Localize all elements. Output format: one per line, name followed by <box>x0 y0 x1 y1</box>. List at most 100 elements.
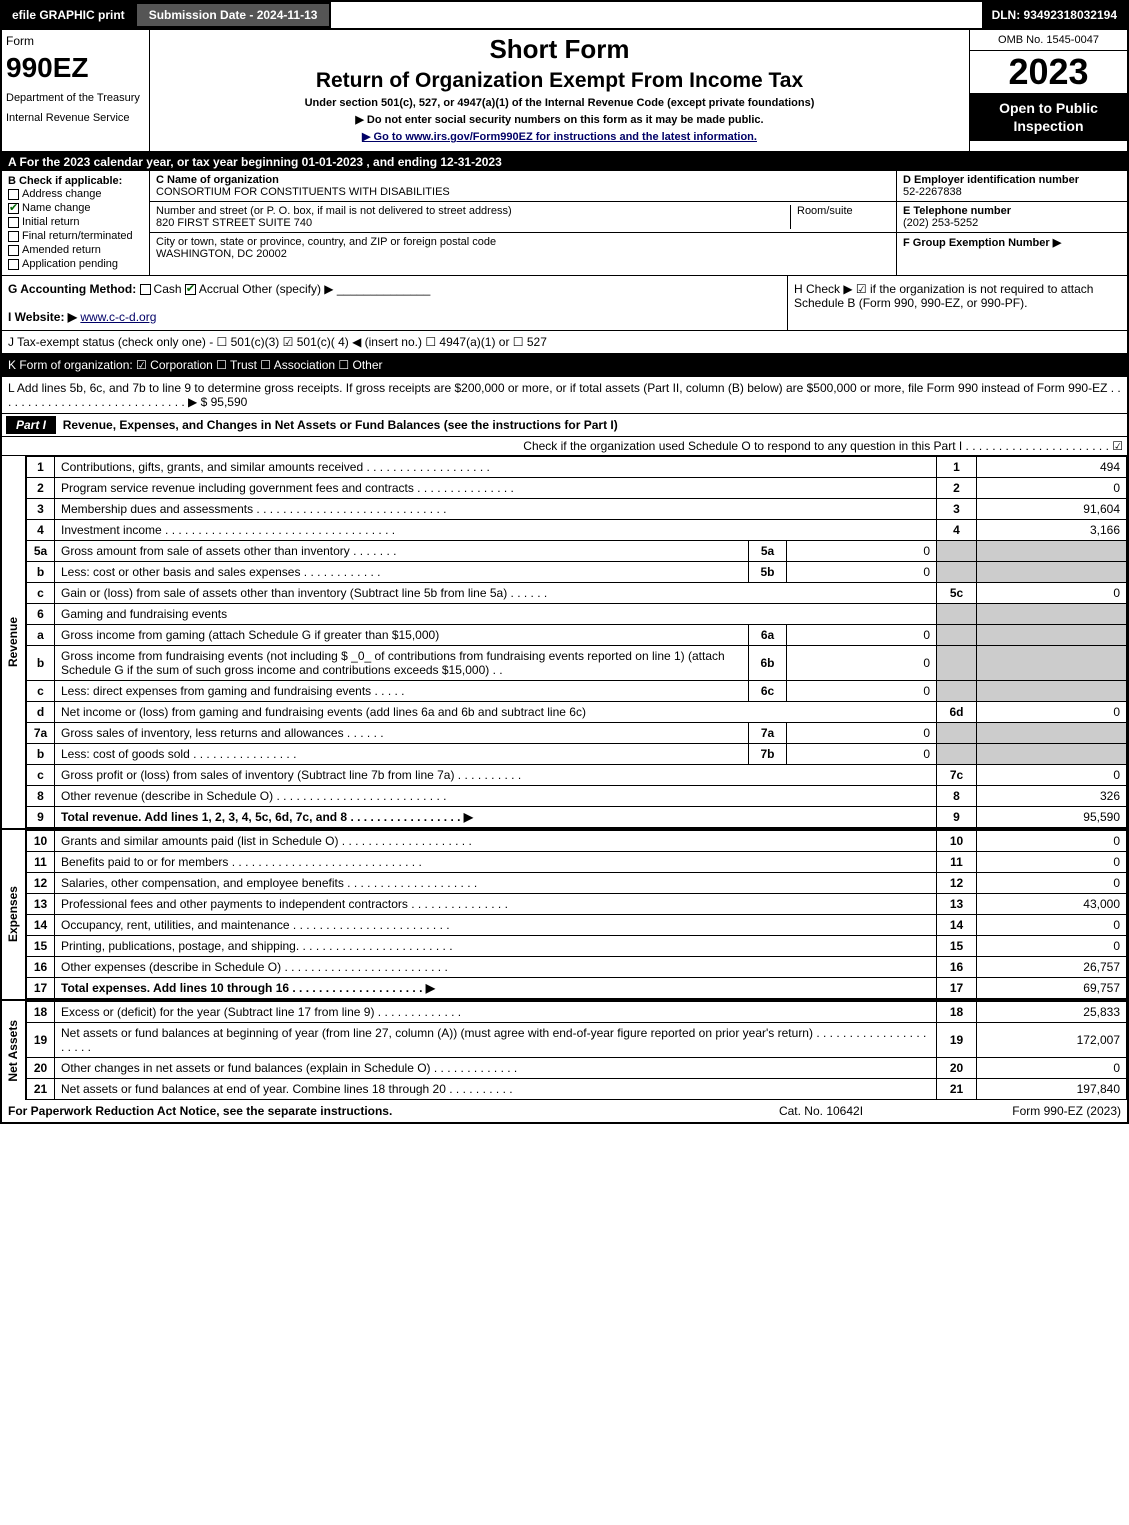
line-6d: dNet income or (loss) from gaming and fu… <box>27 702 1127 723</box>
line-7b: bLess: cost of goods sold . . . . . . . … <box>27 744 1127 765</box>
line-13: 13Professional fees and other payments t… <box>27 894 1127 915</box>
dln-label: DLN: 93492318032194 <box>982 2 1127 28</box>
efile-label[interactable]: efile GRAPHIC print <box>2 2 135 28</box>
department: Department of the Treasury <box>6 92 145 104</box>
section-k: K Form of organization: ☑ Corporation ☐ … <box>2 354 1127 377</box>
line-17: 17Total expenses. Add lines 10 through 1… <box>27 978 1127 999</box>
header-left: Form 990EZ Department of the Treasury In… <box>2 30 150 151</box>
line-6a: aGross income from gaming (attach Schedu… <box>27 625 1127 646</box>
part1-title: Revenue, Expenses, and Changes in Net As… <box>63 418 618 432</box>
net-assets-table: 18Excess or (deficit) for the year (Subt… <box>26 1001 1127 1100</box>
line-14: 14Occupancy, rent, utilities, and mainte… <box>27 915 1127 936</box>
org-city: WASHINGTON, DC 20002 <box>156 248 287 260</box>
org-name: CONSORTIUM FOR CONSTITUENTS WITH DISABIL… <box>156 186 450 198</box>
ein-value: 52-2267838 <box>903 186 962 198</box>
check-initial-return[interactable]: Initial return <box>8 215 143 229</box>
check-final-return[interactable]: Final return/terminated <box>8 229 143 243</box>
line-6c: cLess: direct expenses from gaming and f… <box>27 681 1127 702</box>
no-ssn-notice: ▶ Do not enter social security numbers o… <box>158 113 961 126</box>
irs-label: Internal Revenue Service <box>6 112 145 124</box>
section-a: A For the 2023 calendar year, or tax yea… <box>2 153 1127 171</box>
header-mid: Short Form Return of Organization Exempt… <box>150 30 969 151</box>
check-address-change[interactable]: Address change <box>8 187 143 201</box>
section-h: H Check ▶ ☑ if the organization is not r… <box>787 276 1127 330</box>
revenue-section: Revenue 1Contributions, gifts, grants, a… <box>2 456 1127 830</box>
expenses-section: Expenses 10Grants and similar amounts pa… <box>2 830 1127 1001</box>
line-5b: bLess: cost or other basis and sales exp… <box>27 562 1127 583</box>
revenue-side-label: Revenue <box>2 456 26 828</box>
line-18: 18Excess or (deficit) for the year (Subt… <box>27 1002 1127 1023</box>
section-b-title: B Check if applicable: <box>8 175 143 187</box>
check-application-pending[interactable]: Application pending <box>8 257 143 271</box>
line-5a: 5aGross amount from sale of assets other… <box>27 541 1127 562</box>
check-accrual[interactable] <box>185 284 196 295</box>
section-c: C Name of organization CONSORTIUM FOR CO… <box>150 171 897 275</box>
line-6b: bGross income from fundraising events (n… <box>27 646 1127 681</box>
section-g: G Accounting Method: Cash Accrual Other … <box>2 276 787 330</box>
info-block: B Check if applicable: Address change Na… <box>2 171 1127 276</box>
tax-year: 2023 <box>970 51 1127 93</box>
line-5c: cGain or (loss) from sale of assets othe… <box>27 583 1127 604</box>
goto-link[interactable]: ▶ Go to www.irs.gov/Form990EZ for instru… <box>158 130 961 143</box>
header-right: OMB No. 1545-0047 2023 Open to Public In… <box>969 30 1127 151</box>
phone-value: (202) 253-5252 <box>903 217 978 229</box>
section-l: L Add lines 5b, 6c, and 7b to line 9 to … <box>2 377 1127 414</box>
org-address: 820 FIRST STREET SUITE 740 <box>156 217 312 229</box>
form-label: Form <box>6 34 145 48</box>
form-body: A For the 2023 calendar year, or tax yea… <box>0 153 1129 1100</box>
line-7a: 7aGross sales of inventory, less returns… <box>27 723 1127 744</box>
ein-cell: D Employer identification number 52-2267… <box>897 171 1127 202</box>
line-1: 1Contributions, gifts, grants, and simil… <box>27 457 1127 478</box>
check-name-change[interactable]: Name change <box>8 201 143 215</box>
main-title: Return of Organization Exempt From Incom… <box>158 69 961 93</box>
address-cell: Number and street (or P. O. box, if mail… <box>150 202 896 233</box>
website-link[interactable]: www.c-c-d.org <box>80 310 156 324</box>
submission-date: Submission Date - 2024-11-13 <box>135 2 332 28</box>
section-j: J Tax-exempt status (check only one) - ☐… <box>2 331 1127 354</box>
revenue-table: 1Contributions, gifts, grants, and simil… <box>26 456 1127 828</box>
line-7c: cGross profit or (loss) from sales of in… <box>27 765 1127 786</box>
line-11: 11Benefits paid to or for members . . . … <box>27 852 1127 873</box>
city-cell: City or town, state or province, country… <box>150 233 896 263</box>
line-20: 20Other changes in net assets or fund ba… <box>27 1058 1127 1079</box>
line-6: 6Gaming and fundraising events <box>27 604 1127 625</box>
line-12: 12Salaries, other compensation, and empl… <box>27 873 1127 894</box>
page-footer: For Paperwork Reduction Act Notice, see … <box>0 1100 1129 1124</box>
part1-header-row: Part I Revenue, Expenses, and Changes in… <box>2 414 1127 437</box>
section-d: D Employer identification number 52-2267… <box>897 171 1127 275</box>
line-10: 10Grants and similar amounts paid (list … <box>27 831 1127 852</box>
part1-sched-o: Check if the organization used Schedule … <box>2 437 1127 456</box>
part1-badge: Part I <box>6 416 56 434</box>
line-3: 3Membership dues and assessments . . . .… <box>27 499 1127 520</box>
expenses-table: 10Grants and similar amounts paid (list … <box>26 830 1127 999</box>
omb-number: OMB No. 1545-0047 <box>970 30 1127 51</box>
line-9: 9Total revenue. Add lines 1, 2, 3, 4, 5c… <box>27 807 1127 828</box>
line-16: 16Other expenses (describe in Schedule O… <box>27 957 1127 978</box>
line-19: 19Net assets or fund balances at beginni… <box>27 1023 1127 1058</box>
top-bar: efile GRAPHIC print Submission Date - 20… <box>0 0 1129 30</box>
gross-receipts-value: 95,590 <box>211 395 248 409</box>
check-cash[interactable] <box>140 284 151 295</box>
net-assets-section: Net Assets 18Excess or (deficit) for the… <box>2 1001 1127 1100</box>
line-8: 8Other revenue (describe in Schedule O) … <box>27 786 1127 807</box>
under-section: Under section 501(c), 527, or 4947(a)(1)… <box>158 97 961 109</box>
check-amended-return[interactable]: Amended return <box>8 243 143 257</box>
website-label: I Website: ▶ <box>8 310 77 324</box>
footer-left: For Paperwork Reduction Act Notice, see … <box>8 1104 721 1118</box>
form-number: 990EZ <box>6 52 145 84</box>
section-b: B Check if applicable: Address change Na… <box>2 171 150 275</box>
form-header: Form 990EZ Department of the Treasury In… <box>0 30 1129 153</box>
row-gh: G Accounting Method: Cash Accrual Other … <box>2 276 1127 331</box>
topbar-spacer <box>331 2 981 28</box>
line-15: 15Printing, publications, postage, and s… <box>27 936 1127 957</box>
expenses-side-label: Expenses <box>2 830 26 999</box>
line-2: 2Program service revenue including gover… <box>27 478 1127 499</box>
org-name-cell: C Name of organization CONSORTIUM FOR CO… <box>150 171 896 202</box>
line-21: 21Net assets or fund balances at end of … <box>27 1079 1127 1100</box>
open-public-badge: Open to Public Inspection <box>970 93 1127 141</box>
line-4: 4Investment income . . . . . . . . . . .… <box>27 520 1127 541</box>
net-assets-side-label: Net Assets <box>2 1001 26 1100</box>
footer-right: Form 990-EZ (2023) <box>921 1104 1121 1118</box>
group-exemption-cell: F Group Exemption Number ▶ <box>897 233 1127 252</box>
short-form-title: Short Form <box>158 34 961 65</box>
